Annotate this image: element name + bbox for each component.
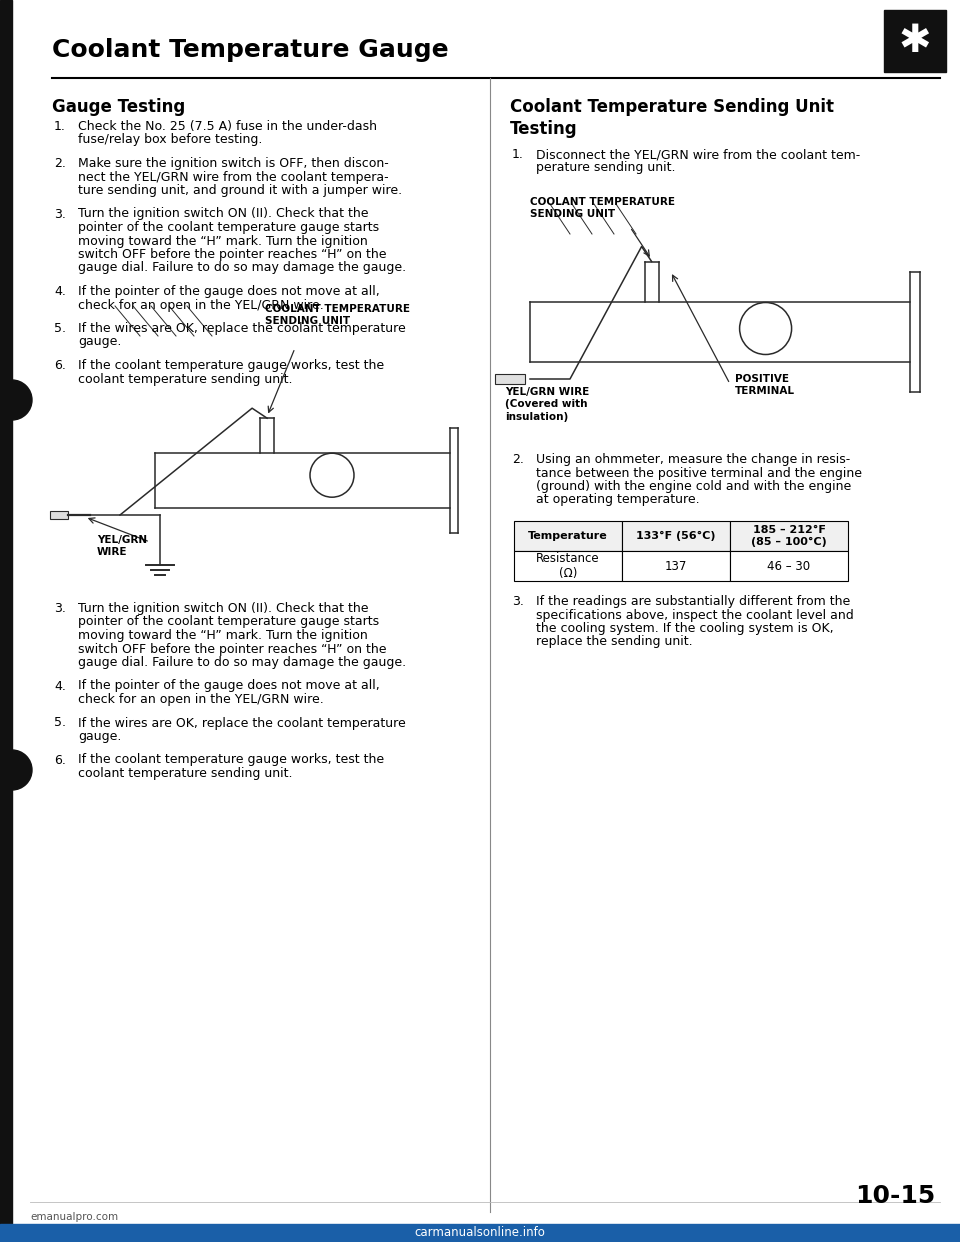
Text: If the pointer of the gauge does not move at all,: If the pointer of the gauge does not mov… [78, 284, 380, 298]
Text: Coolant Temperature Sending Unit
Testing: Coolant Temperature Sending Unit Testing [510, 98, 834, 138]
Circle shape [0, 750, 32, 790]
Text: 10-15: 10-15 [854, 1184, 935, 1208]
Text: Coolant Temperature Gauge: Coolant Temperature Gauge [52, 39, 448, 62]
Text: coolant temperature sending unit.: coolant temperature sending unit. [78, 373, 293, 385]
Text: Using an ohmmeter, measure the change in resis-: Using an ohmmeter, measure the change in… [536, 453, 851, 466]
Text: switch OFF before the pointer reaches “H” on the: switch OFF before the pointer reaches “H… [78, 642, 387, 656]
Text: YEL/GRN
WIRE: YEL/GRN WIRE [97, 535, 147, 558]
Text: gauge.: gauge. [78, 730, 121, 743]
Text: fuse/relay box before testing.: fuse/relay box before testing. [78, 133, 262, 147]
Text: perature sending unit.: perature sending unit. [536, 161, 676, 174]
Text: ✱: ✱ [899, 22, 931, 60]
Text: If the wires are OK, replace the coolant temperature: If the wires are OK, replace the coolant… [78, 717, 406, 729]
Text: 1.: 1. [54, 120, 66, 133]
Text: YEL/GRN WIRE
(Covered with
insulation): YEL/GRN WIRE (Covered with insulation) [505, 388, 589, 422]
Text: Turn the ignition switch ON (II). Check that the: Turn the ignition switch ON (II). Check … [78, 207, 369, 221]
Circle shape [0, 380, 32, 420]
Bar [730, 520, 848, 551]
Bar [622, 520, 730, 551]
Text: switch OFF before the pointer reaches “H” on the: switch OFF before the pointer reaches “H… [78, 248, 387, 261]
Text: 2.: 2. [54, 156, 66, 170]
Text: gauge dial. Failure to do so may damage the gauge.: gauge dial. Failure to do so may damage … [78, 262, 406, 274]
Bar [884, 10, 946, 72]
Text: Make sure the ignition switch is OFF, then discon-: Make sure the ignition switch is OFF, th… [78, 156, 389, 170]
Text: moving toward the “H” mark. Turn the ignition: moving toward the “H” mark. Turn the ign… [78, 628, 368, 642]
Text: (ground) with the engine cold and with the engine: (ground) with the engine cold and with t… [536, 479, 852, 493]
Text: moving toward the “H” mark. Turn the ignition: moving toward the “H” mark. Turn the ign… [78, 235, 368, 247]
Text: carmanualsonline.info: carmanualsonline.info [415, 1227, 545, 1240]
Text: 3.: 3. [54, 207, 66, 221]
Text: 5.: 5. [54, 717, 66, 729]
Text: 137: 137 [665, 559, 687, 573]
Text: Temperature: Temperature [528, 532, 608, 542]
Text: COOLANT TEMPERATURE
SENDING UNIT: COOLANT TEMPERATURE SENDING UNIT [265, 304, 410, 327]
Text: If the coolant temperature gauge works, test the: If the coolant temperature gauge works, … [78, 754, 384, 766]
Text: nect the YEL/GRN wire from the coolant tempera-: nect the YEL/GRN wire from the coolant t… [78, 170, 389, 184]
Text: Resistance
(Ω): Resistance (Ω) [537, 551, 600, 580]
Bar [622, 551, 730, 581]
Text: coolant temperature sending unit.: coolant temperature sending unit. [78, 768, 293, 780]
Text: 5.: 5. [54, 322, 66, 335]
Text: 6.: 6. [54, 359, 66, 373]
Text: 133°F (56°C): 133°F (56°C) [636, 532, 716, 542]
Text: COOLANT TEMPERATURE
SENDING UNIT: COOLANT TEMPERATURE SENDING UNIT [530, 197, 675, 220]
Text: Turn the ignition switch ON (II). Check that the: Turn the ignition switch ON (II). Check … [78, 602, 369, 615]
Bar [730, 551, 848, 581]
Bar [0, 1225, 960, 1242]
Bar [495, 374, 525, 384]
Bar [514, 520, 622, 551]
Text: gauge.: gauge. [78, 335, 121, 349]
Text: Disconnect the YEL/GRN wire from the coolant tem-: Disconnect the YEL/GRN wire from the coo… [536, 148, 860, 161]
Bar [0, 0, 12, 1242]
Text: If the coolant temperature gauge works, test the: If the coolant temperature gauge works, … [78, 359, 384, 373]
Text: 2.: 2. [512, 453, 524, 466]
Text: the cooling system. If the cooling system is OK,: the cooling system. If the cooling syste… [536, 622, 833, 635]
Text: 1.: 1. [512, 148, 524, 161]
Text: 46 – 30: 46 – 30 [767, 559, 810, 573]
Text: emanualpro.com: emanualpro.com [30, 1212, 118, 1222]
Text: gauge dial. Failure to do so may damage the gauge.: gauge dial. Failure to do so may damage … [78, 656, 406, 669]
Text: If the wires are OK, replace the coolant temperature: If the wires are OK, replace the coolant… [78, 322, 406, 335]
Text: If the pointer of the gauge does not move at all,: If the pointer of the gauge does not mov… [78, 679, 380, 693]
Text: specifications above, inspect the coolant level and: specifications above, inspect the coolan… [536, 609, 853, 621]
Text: 4.: 4. [54, 284, 66, 298]
Text: tance between the positive terminal and the engine: tance between the positive terminal and … [536, 467, 862, 479]
Text: at operating temperature.: at operating temperature. [536, 493, 700, 507]
Text: 4.: 4. [54, 679, 66, 693]
Bar [514, 551, 622, 581]
Text: Gauge Testing: Gauge Testing [52, 98, 185, 116]
Text: 185 – 212°F
(85 – 100°C): 185 – 212°F (85 – 100°C) [751, 525, 827, 546]
Text: If the readings are substantially different from the: If the readings are substantially differ… [536, 595, 851, 609]
Text: ture sending unit, and ground it with a jumper wire.: ture sending unit, and ground it with a … [78, 184, 402, 197]
Text: pointer of the coolant temperature gauge starts: pointer of the coolant temperature gauge… [78, 221, 379, 233]
Text: 6.: 6. [54, 754, 66, 766]
Text: 3.: 3. [512, 595, 524, 609]
Text: check for an open in the YEL/GRN wire.: check for an open in the YEL/GRN wire. [78, 693, 324, 705]
Bar [50, 510, 68, 519]
Text: pointer of the coolant temperature gauge starts: pointer of the coolant temperature gauge… [78, 616, 379, 628]
Text: replace the sending unit.: replace the sending unit. [536, 636, 692, 648]
Text: Check the No. 25 (7.5 A) fuse in the under-dash: Check the No. 25 (7.5 A) fuse in the und… [78, 120, 377, 133]
Text: 3.: 3. [54, 602, 66, 615]
Text: POSITIVE
TERMINAL: POSITIVE TERMINAL [735, 374, 795, 396]
Text: check for an open in the YEL/GRN wire.: check for an open in the YEL/GRN wire. [78, 298, 324, 312]
